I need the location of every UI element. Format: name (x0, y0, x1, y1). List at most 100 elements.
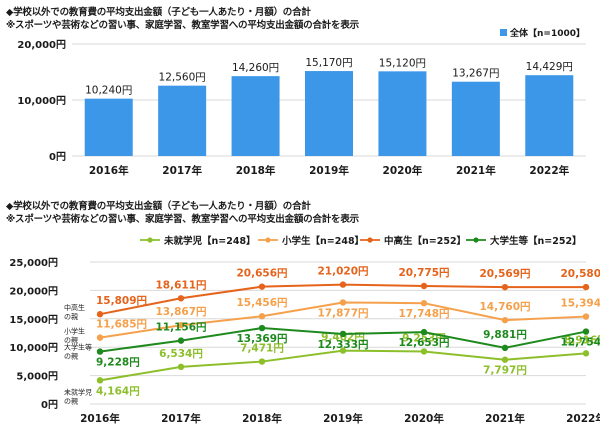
chart2-data-label: 15,394円 (560, 298, 600, 310)
chart2-point (177, 322, 185, 329)
chart2-xtick-label: 2016年 (80, 412, 120, 425)
chart2-xtick-label: 2020年 (404, 412, 444, 425)
chart2-data-label: 20,580円 (560, 268, 600, 280)
chart2-data-label: 20,656円 (236, 268, 287, 280)
chart2-data-label: 6,534円 (159, 348, 203, 360)
chart2-point (177, 295, 185, 302)
chart1-xtick-label: 2017年 (162, 164, 202, 177)
chart1-xtick-label: 2019年 (309, 164, 349, 177)
chart1-bar (231, 76, 280, 156)
chart2-ytick-label: 0円 (41, 399, 58, 411)
chart2-ytick-label: 25,000円 (9, 257, 58, 269)
chart2-data-label: 17,748円 (398, 308, 449, 320)
chart2-point (339, 330, 347, 338)
chart2-point (96, 334, 104, 341)
chart2-point (258, 358, 266, 365)
chart1-data-label: 15,120円 (379, 57, 426, 69)
chart2-point (96, 377, 104, 384)
chart2-point (501, 316, 509, 324)
chart2-point (177, 363, 185, 371)
chart2-xtick-label: 2018年 (242, 412, 282, 425)
chart2-point (177, 337, 185, 344)
chart1-bar (525, 75, 574, 156)
chart2-legend-label: 未就学児【n=248】 (163, 235, 256, 247)
chart2-data-label: 15,809円 (96, 295, 147, 307)
chart2-point (582, 350, 590, 357)
chart2-legend-marker (147, 237, 153, 243)
chart2-data-label: 14,760円 (479, 301, 530, 313)
chart2-point (339, 299, 347, 306)
chart1-xtick-label: 2016年 (89, 164, 129, 177)
chart2-data-label: 7,797円 (483, 365, 527, 377)
chart2-point (339, 347, 347, 354)
chart1-xtick-label: 2021年 (456, 164, 496, 177)
chart1-subtitle: ※スポーツや芸術などの習い事、家庭学習、教室学習への平均支出金額の合計を表示 (6, 20, 359, 31)
chart1-title: ◆学校以外での教育費の平均支出金額（子ども一人あたり・月額）の合計 (6, 7, 311, 18)
chart2-ytick-label: 10,000円 (9, 342, 58, 354)
chart2-point (420, 299, 428, 307)
chart2-data-label: 12,754円 (560, 337, 600, 349)
chart2-data-label: 9,881円 (483, 329, 527, 341)
chart2-point (258, 313, 266, 320)
chart2-xtick-label: 2021年 (485, 412, 525, 425)
chart2-data-label: 20,775円 (398, 267, 449, 279)
chart2-series-label: 大学生等 (64, 343, 92, 352)
chart2-data-label: 20,569円 (479, 268, 530, 280)
chart1-bar (378, 71, 427, 156)
chart2-point (420, 282, 428, 290)
chart2-xtick-label: 2017年 (161, 412, 201, 425)
chart2-legend-marker (265, 237, 271, 243)
chart2-data-label: 21,020円 (317, 266, 368, 278)
chart2-data-label: 15,456円 (236, 297, 287, 309)
chart2-legend-label: 中高生【n=252】 (384, 235, 466, 247)
chart2-point (420, 348, 428, 355)
chart1-data-label: 14,429円 (526, 61, 573, 73)
chart2-data-label: 17,877円 (317, 307, 368, 319)
chart2-series-label: の親 (64, 336, 78, 345)
chart1-legend-swatch (500, 29, 507, 36)
chart2-data-label: 7,471円 (240, 343, 284, 355)
chart2-point (258, 283, 266, 290)
chart2-point (501, 356, 509, 363)
chart1-bar (451, 81, 500, 156)
chart2-point (582, 313, 590, 320)
chart2-series-label: の親 (64, 312, 78, 321)
chart2-data-label: 8,916円 (564, 334, 600, 346)
chart2-ytick-label: 20,000円 (9, 285, 58, 297)
chart1-ytick-label: 20,000円 (17, 39, 66, 51)
chart2-legend-label: 小学生【n=248】 (281, 235, 364, 247)
chart2-point (420, 328, 428, 336)
chart2-data-label: 13,369円 (236, 333, 287, 345)
chart2-point (501, 283, 509, 291)
chart2-ytick-label: 5,000円 (16, 371, 58, 383)
chart2-point (582, 328, 590, 335)
chart2-series-label: の親 (64, 352, 78, 361)
chart2-subtitle: ※スポーツや芸術などの習い事、家庭学習、教室学習への平均支出金額の合計を表示 (6, 214, 359, 225)
chart2-data-label: 12,333円 (317, 339, 368, 351)
chart2-point (96, 348, 104, 355)
chart2-xtick-label: 2019年 (323, 412, 363, 425)
chart2-data-label: 11,156円 (155, 322, 206, 334)
chart2-series-label: 中高生 (64, 303, 85, 312)
chart2-point (258, 324, 266, 332)
chart1-data-label: 13,267円 (452, 68, 499, 80)
chart2-data-label: 11,685円 (96, 319, 147, 331)
chart1-xtick-label: 2022年 (529, 164, 569, 177)
chart2-xtick-label: 2022年 (566, 412, 600, 425)
chart1-bar (305, 71, 353, 156)
chart1-ytick-label: 0円 (49, 151, 66, 163)
chart2-legend-marker (367, 237, 373, 243)
chart1-xtick-label: 2020年 (383, 164, 423, 177)
chart1-data-label: 12,560円 (159, 72, 206, 84)
chart2-series-label: 小学生 (64, 327, 85, 336)
chart2-point (501, 344, 509, 352)
chart2-point (582, 283, 590, 291)
chart2-legend-marker (473, 237, 479, 243)
chart2-ytick-label: 15,000円 (9, 314, 58, 326)
chart2-data-label: 9,228円 (96, 357, 140, 369)
chart1-data-label: 10,240円 (85, 85, 132, 97)
chart2-point (96, 311, 104, 318)
chart2-series-label: の親 (64, 396, 78, 405)
